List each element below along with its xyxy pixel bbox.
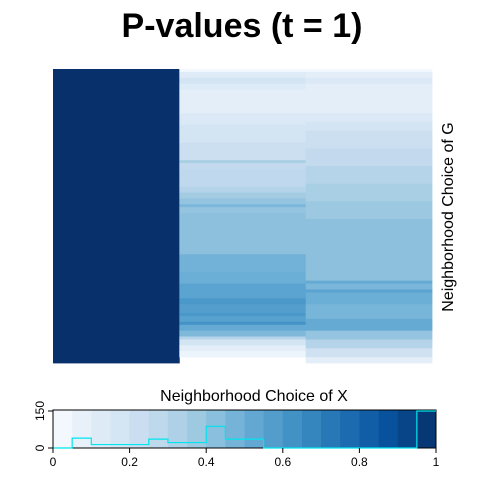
heatmap-cell xyxy=(305,83,433,114)
heatmap-cell xyxy=(305,304,433,320)
heatmap-cell xyxy=(305,69,433,73)
heatmap-cell xyxy=(305,130,433,149)
color-key-swatch xyxy=(416,410,437,448)
y-tick-label: 150 xyxy=(33,401,47,421)
heatmap-cell xyxy=(179,351,307,358)
heatmap-cell xyxy=(305,357,433,364)
color-key-swatch xyxy=(53,410,73,448)
color-key-swatch xyxy=(110,410,130,448)
y-axis-label: Neighborhood Choice of G xyxy=(440,122,457,311)
heatmap-cell xyxy=(305,318,433,332)
heatmap-cell xyxy=(179,304,307,314)
heatmap-cell xyxy=(179,298,307,305)
heatmap-cell xyxy=(179,77,307,85)
heatmap-cell xyxy=(179,207,307,214)
heatmap-cell xyxy=(305,148,433,167)
heatmap-cell xyxy=(305,280,433,285)
heatmap-cell xyxy=(179,160,307,164)
heatmap-cell xyxy=(179,213,307,255)
color-key-swatch xyxy=(148,410,169,448)
color-key-swatch xyxy=(340,410,360,448)
color-key-swatch xyxy=(244,410,265,448)
heatmap-cell xyxy=(179,315,307,323)
color-key-swatch xyxy=(359,410,379,448)
heatmap-cell xyxy=(179,254,307,273)
heatmap-cell xyxy=(179,204,307,208)
heatmap-cell xyxy=(305,166,433,185)
heatmap-cell xyxy=(179,71,307,79)
color-key-swatch xyxy=(321,410,341,448)
color-key-swatch xyxy=(282,410,303,448)
color-key-swatch xyxy=(263,410,284,448)
heatmap-cell xyxy=(179,271,307,285)
color-key-swatch xyxy=(187,410,207,448)
heatmap-cell xyxy=(305,348,433,358)
heatmap-cell xyxy=(179,186,307,193)
heatmap-cell xyxy=(179,113,307,126)
color-key-swatch xyxy=(378,410,399,448)
heatmap-cell xyxy=(305,218,433,282)
heatmap-cell xyxy=(53,69,180,364)
heatmap-cell xyxy=(305,121,433,132)
heatmap-cell xyxy=(179,339,307,346)
x-axis-label: Neighborhood Choice of X xyxy=(160,388,348,405)
color-key-swatch xyxy=(167,410,188,448)
heatmap-cell xyxy=(179,321,307,326)
heatmap-cell xyxy=(179,313,307,317)
heatmap-cell xyxy=(305,330,433,340)
x-tick-label: 1 xyxy=(433,455,440,469)
chart-title: P-values (t = 1) xyxy=(122,7,363,45)
heatmap-cell xyxy=(179,336,307,340)
heatmap-cell xyxy=(179,192,307,199)
x-tick-label: 0.2 xyxy=(121,455,138,469)
x-tick-label: 0.8 xyxy=(351,455,368,469)
color-key-swatch xyxy=(72,410,92,448)
heatmap-cell xyxy=(179,330,307,337)
heatmap-cell xyxy=(179,198,307,205)
heatmap-cell xyxy=(179,283,307,299)
heatmap-cell xyxy=(179,345,307,352)
heatmap-cell xyxy=(305,183,433,202)
heatmap xyxy=(53,69,433,364)
heatmap-cell xyxy=(179,69,307,73)
color-key-swatch xyxy=(225,410,245,448)
heatmap-cell xyxy=(179,83,307,90)
x-tick-label: 0.6 xyxy=(274,455,291,469)
heatmap-cell xyxy=(305,71,433,79)
heatmap-cell xyxy=(305,283,433,290)
color-key: 0 0.2 0.4 0.6 0.8 1 0 150 xyxy=(33,401,440,469)
heatmap-cell xyxy=(179,324,307,332)
histogram-line xyxy=(53,410,436,449)
heatmap-cell xyxy=(305,292,433,305)
color-key-swatch xyxy=(129,410,150,448)
heatmap-cell xyxy=(305,339,433,349)
color-key-swatch xyxy=(91,410,111,448)
color-key-swatch xyxy=(397,410,418,448)
heatmap-cell xyxy=(179,89,307,114)
heatmap-cell xyxy=(179,124,307,143)
heatmap-cell xyxy=(305,289,433,293)
heatmap-cell xyxy=(305,77,433,85)
heatmap-cell xyxy=(179,142,307,161)
heatmap-cell xyxy=(179,163,307,170)
color-key-swatch xyxy=(301,410,322,448)
heatmap-cell xyxy=(179,168,307,187)
heatmap-cell xyxy=(305,113,433,123)
heatmap-cell xyxy=(305,201,433,220)
y-tick-label: 0 xyxy=(33,444,47,451)
x-tick-label: 0.4 xyxy=(198,455,215,469)
x-tick-label: 0 xyxy=(50,455,57,469)
color-key-swatch xyxy=(206,410,226,448)
